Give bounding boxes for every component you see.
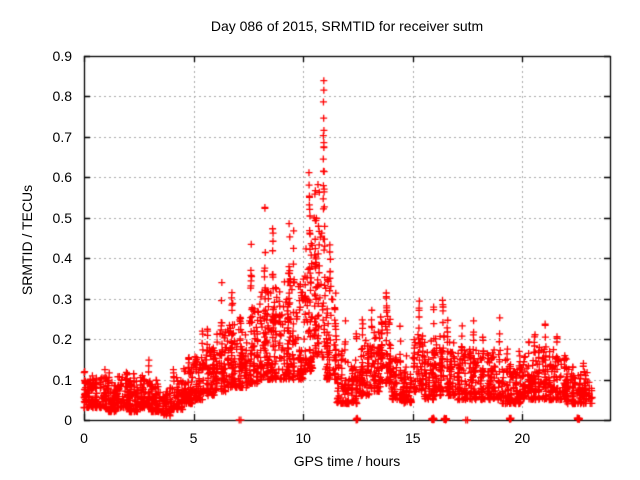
y-tick-label: 0.2: [52, 331, 72, 348]
x-tick-label: 5: [189, 430, 198, 446]
x-tick-label: 10: [295, 430, 311, 446]
x-axis-label: GPS time / hours: [293, 453, 401, 469]
y-axis-label: SRMTID / TECUs: [19, 184, 35, 296]
x-tick-label: 15: [404, 430, 421, 446]
y-tick-label: 0.5: [52, 209, 72, 226]
y-tick-label: 0.3: [52, 290, 72, 307]
x-tick-label: 20: [514, 430, 531, 446]
y-tick-label: 0.4: [52, 250, 72, 267]
y-tick-label: 0.6: [52, 169, 72, 186]
chart-title: Day 086 of 2015, SRMTID for receiver sut…: [210, 18, 484, 34]
y-tick-label: 0.8: [52, 88, 72, 105]
x-tick-label: 0: [80, 430, 88, 446]
y-tick-label: 0.9: [52, 48, 72, 64]
y-tick-label: 0.1: [52, 371, 72, 388]
y-tick-label: 0: [64, 412, 72, 428]
y-tick-label: 0.7: [52, 128, 72, 145]
